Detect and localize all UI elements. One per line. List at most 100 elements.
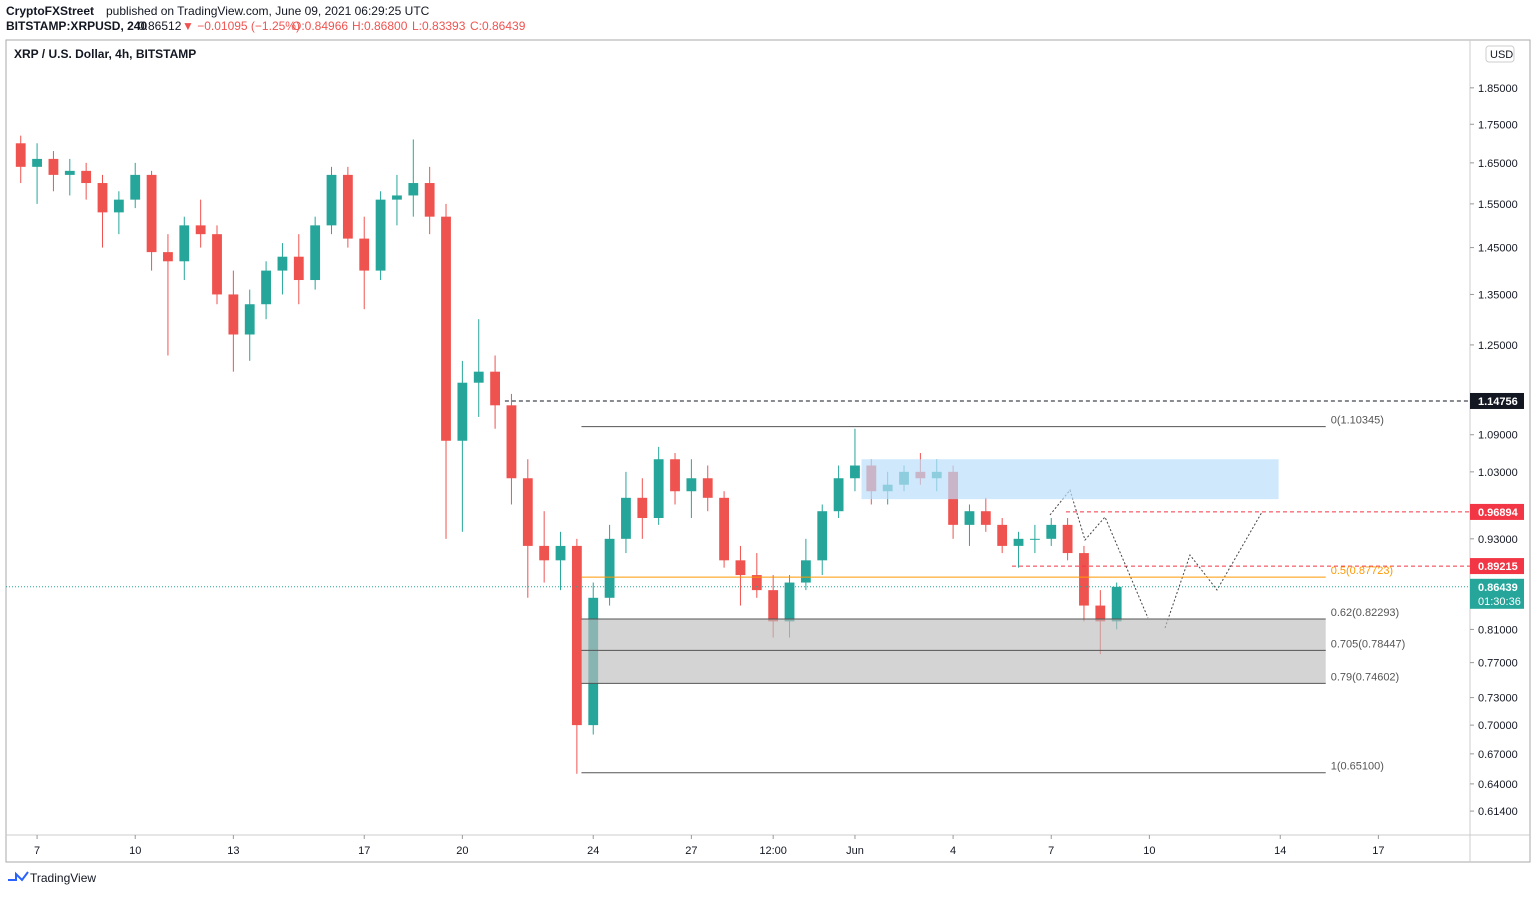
y-tick-label: 1.03000 (1478, 467, 1518, 479)
y-tick-label: 0.64000 (1478, 779, 1518, 791)
candle-body (473, 371, 484, 383)
last-price-tag (1470, 578, 1524, 609)
y-tick-label: 1.75000 (1478, 119, 1518, 131)
candle-body (800, 560, 811, 583)
level-label: 1.14756 (1478, 396, 1518, 408)
candle-body (768, 590, 779, 622)
y-tick-label: 1.45000 (1478, 243, 1518, 255)
candle-body (392, 195, 402, 200)
open: O:0.84966 (292, 19, 348, 33)
logo (8, 871, 29, 882)
x-tick-label: 17 (1372, 845, 1384, 857)
candle-body (1013, 538, 1024, 546)
candle-body (163, 252, 173, 262)
last-price-label: 0.86439 (1478, 582, 1518, 594)
candle-body (32, 158, 42, 167)
last: 0.86512 (138, 19, 182, 33)
x-tick-label: 4 (950, 845, 956, 857)
currency-box (1485, 45, 1515, 63)
y-tick-label: 1.09000 (1478, 430, 1518, 442)
fib-label: 0(1.10345) (1331, 415, 1384, 427)
candle-body (817, 511, 828, 561)
candle-body (997, 524, 1008, 546)
level-tag (1470, 503, 1524, 520)
candle-body (1079, 553, 1089, 606)
candle-body (64, 170, 75, 175)
x-tick-label: 7 (34, 845, 40, 857)
candle-body (457, 382, 468, 441)
candle-body (964, 511, 975, 525)
candle-body (244, 304, 255, 335)
candle-body (359, 238, 370, 271)
y-tick-label: 1.35000 (1478, 289, 1518, 301)
level-label: 0.96894 (1478, 507, 1519, 519)
fib-band (581, 619, 1326, 684)
candle-body (506, 405, 517, 479)
x-tick-label: 27 (685, 845, 697, 857)
candle-body (81, 170, 92, 184)
x-tick-label: 20 (456, 845, 468, 857)
supply-zone (861, 459, 1279, 500)
close: C:0.86439 (470, 19, 526, 33)
candle-body (784, 582, 795, 622)
candle-body (702, 478, 713, 498)
candle-body (1111, 586, 1122, 622)
candle-body (1046, 524, 1057, 539)
y-tick-label: 0.77000 (1478, 658, 1518, 670)
candle-body (719, 497, 730, 561)
candle-body (48, 158, 59, 175)
currency: USD (1490, 49, 1513, 61)
y-tick-label: 1.55000 (1478, 199, 1518, 211)
x-tick-label: 10 (129, 845, 141, 857)
candle-body (751, 575, 762, 591)
candle-body (980, 511, 991, 525)
x-tick-label: Jun (846, 845, 864, 857)
fib-label: 0.705(0.78447) (1331, 638, 1406, 650)
candle-body (850, 465, 860, 479)
x-tick-label: 14 (1274, 845, 1286, 857)
y-tick-label: 1.25000 (1478, 340, 1518, 352)
candle-body (637, 497, 648, 519)
candle-body (97, 183, 108, 213)
y-tick-label: 0.81000 (1478, 624, 1518, 636)
candle-body (1095, 605, 1106, 622)
candle-body (571, 545, 582, 726)
y-tick-label: 0.61400 (1478, 806, 1518, 818)
y-tick-label: 0.93000 (1478, 534, 1518, 546)
candle-body (621, 497, 631, 539)
candle-body (179, 225, 190, 262)
candle-body (441, 216, 451, 441)
candle-body (195, 225, 206, 235)
x-tick-label: 17 (358, 845, 370, 857)
x-tick-label: 12:00 (759, 845, 787, 857)
candle-body (539, 545, 550, 561)
candle-body (212, 234, 222, 295)
fib-label: 0.62(0.82293) (1331, 607, 1400, 619)
level-tag (1470, 392, 1524, 409)
level-label: 0.89215 (1478, 561, 1518, 573)
candle-body (604, 538, 615, 598)
candle-body (653, 459, 664, 519)
fib-label: 1(0.65100) (1331, 761, 1384, 773)
frame (5, 39, 1531, 863)
y-tick-label: 1.85000 (1478, 83, 1518, 95)
candle-body (833, 478, 844, 512)
candle-body (228, 294, 239, 335)
candle-body (146, 174, 157, 253)
x-tick-label: 24 (587, 845, 599, 857)
published: published on TradingView.com, June 09, 2… (106, 4, 430, 18)
footer: TradingView (30, 871, 96, 885)
candle-body (490, 371, 500, 406)
candle-body (1029, 538, 1040, 540)
x-tick-label: 7 (1048, 845, 1054, 857)
candle-body (686, 478, 697, 492)
symbol: BITSTAMP:XRPUSD, 240 (6, 19, 147, 33)
candle-body (1062, 524, 1073, 554)
y-tick-label: 0.67000 (1478, 749, 1518, 761)
candle-body (375, 199, 386, 271)
chart-title: XRP / U.S. Dollar, 4h, BITSTAMP (14, 47, 196, 61)
candle-body (555, 545, 566, 561)
low: L:0.83393 (412, 19, 466, 33)
